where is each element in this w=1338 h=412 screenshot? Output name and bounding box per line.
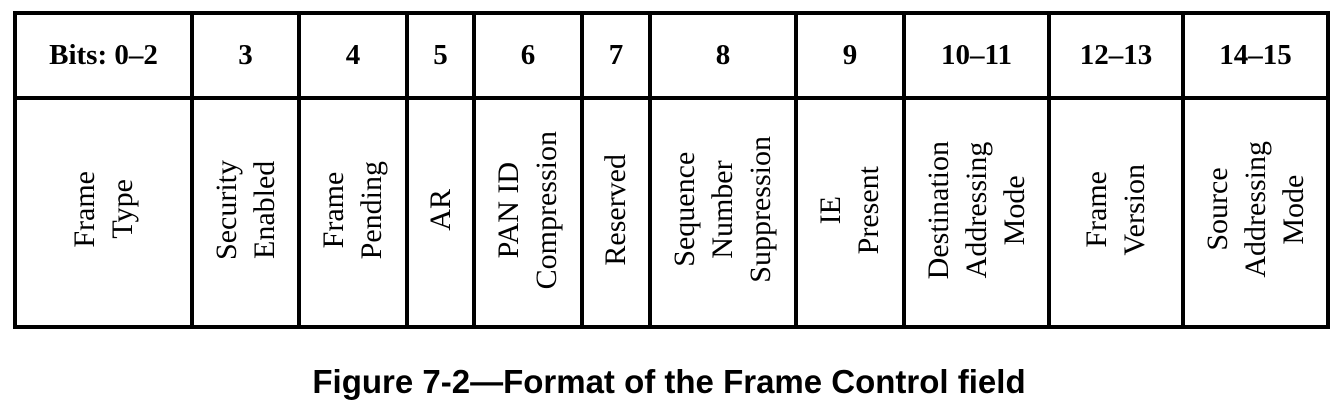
field-label: Frame Version <box>1080 163 1151 256</box>
bit-range-cell: Bits: 0–2 <box>13 11 194 100</box>
bit-range-cell: 3 <box>190 11 301 100</box>
bit-range-cell: 8 <box>648 11 798 100</box>
field-cell-ie-present: IE Present <box>794 95 906 330</box>
bit-range-cell: 7 <box>580 11 652 100</box>
field-label: AR <box>423 188 457 231</box>
field-label: Reserved <box>599 153 632 266</box>
field-label: Source Addressing Mode <box>1200 141 1310 279</box>
bit-range-cell: 10–11 <box>902 11 1051 100</box>
field-label: Security Enabled <box>209 159 281 260</box>
bits-row: Bits: 0–2 3 4 5 6 7 8 9 10–11 12–13 14–1… <box>13 11 1330 100</box>
field-cell-frame-type: Frame Type <box>13 95 194 330</box>
field-label: Frame Type <box>67 171 139 249</box>
figure-caption: Figure 7-2—Format of the Frame Control f… <box>312 363 1026 400</box>
fields-row: Frame Type Security Enabled Frame Pendin… <box>13 95 1330 330</box>
field-label: Destination Addressing Mode <box>921 140 1031 279</box>
bit-range-cell: 14–15 <box>1181 11 1330 100</box>
field-label: IE Present <box>814 165 885 254</box>
bit-range-cell: 4 <box>297 11 409 100</box>
field-cell-security-enabled: Security Enabled <box>190 95 301 330</box>
bit-range-cell: 5 <box>405 11 476 100</box>
bit-range-cell: 9 <box>794 11 906 100</box>
field-cell-reserved: Reserved <box>580 95 652 330</box>
bit-range-cell: 12–13 <box>1047 11 1185 100</box>
field-cell-sequence-number-suppression: Sequence Number Suppression <box>648 95 798 330</box>
field-label: PAN ID Compression <box>492 130 563 289</box>
field-cell-frame-version: Frame Version <box>1047 95 1185 330</box>
field-label: Sequence Number Suppression <box>668 136 777 284</box>
field-cell-source-addressing-mode: Source Addressing Mode <box>1181 95 1330 330</box>
field-cell-ar: AR <box>405 95 476 330</box>
field-label: Frame Pending <box>317 160 388 259</box>
field-cell-frame-pending: Frame Pending <box>297 95 409 330</box>
bit-range-cell: 6 <box>472 11 584 100</box>
frame-control-table: Bits: 0–2 3 4 5 6 7 8 9 10–11 12–13 14–1… <box>13 11 1330 330</box>
field-cell-pan-id-compression: PAN ID Compression <box>472 95 584 330</box>
field-cell-destination-addressing-mode: Destination Addressing Mode <box>902 95 1051 330</box>
